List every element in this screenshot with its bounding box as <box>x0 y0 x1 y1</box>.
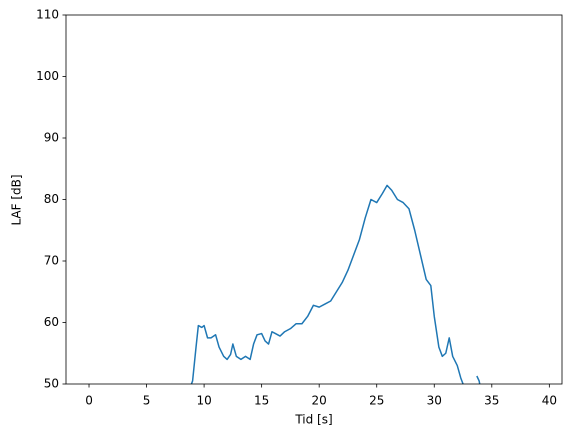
y-tick-label: 100 <box>36 69 59 83</box>
x-tick-label: 5 <box>143 394 151 408</box>
x-tick-label: 35 <box>484 394 499 408</box>
x-axis-label: Tid [s] <box>294 413 332 427</box>
y-axis-label: LAF [dB] <box>10 174 24 225</box>
y-tick-label: 60 <box>44 315 59 329</box>
y-tick-label: 90 <box>44 131 59 145</box>
x-tick-label: 30 <box>427 394 442 408</box>
data-line <box>190 184 481 384</box>
plot-frame <box>65 14 563 385</box>
y-tick-label: 50 <box>44 377 59 391</box>
y-tick-label: 80 <box>44 192 59 206</box>
y-tick-label: 70 <box>44 254 59 268</box>
x-tick-label: 20 <box>312 394 327 408</box>
x-tick-label: 25 <box>369 394 384 408</box>
x-tick-label: 40 <box>542 394 557 408</box>
x-tick-label: 15 <box>254 394 269 408</box>
x-tick-label: 0 <box>85 394 93 408</box>
y-tick-label: 110 <box>36 8 59 22</box>
x-tick-label: 10 <box>196 394 211 408</box>
